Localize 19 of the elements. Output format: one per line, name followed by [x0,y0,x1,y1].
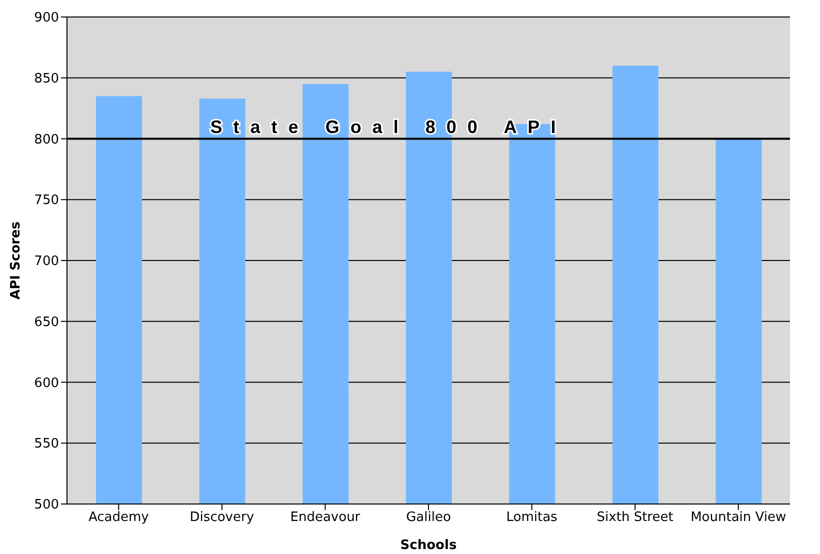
x-tick-label: Sixth Street [596,510,674,526]
y-tick-label: 550 [34,436,59,452]
y-tick-label: 750 [34,193,59,208]
x-tick-label: Mountain View [690,510,786,526]
y-tick-label: 850 [34,71,59,86]
x-tick-label: Galileo [406,510,451,526]
y-tick-label: 650 [34,314,59,330]
x-tick-label: Academy [88,510,150,526]
y-tick-label: 800 [34,132,59,148]
y-tick-label: 500 [34,498,59,513]
x-tick-label: Lomitas [506,510,558,526]
y-tick-label: 700 [34,254,59,270]
y-axis-title: API Scores [8,221,24,300]
y-tick-label: 900 [34,10,59,26]
ref-line-label: State Goal 800 API [210,116,567,137]
x-axis-title: Schools [400,538,457,553]
x-tick-label: Discovery [190,510,254,526]
x-tick-label: Endeavour [290,510,361,526]
y-tick-label: 600 [34,376,59,391]
